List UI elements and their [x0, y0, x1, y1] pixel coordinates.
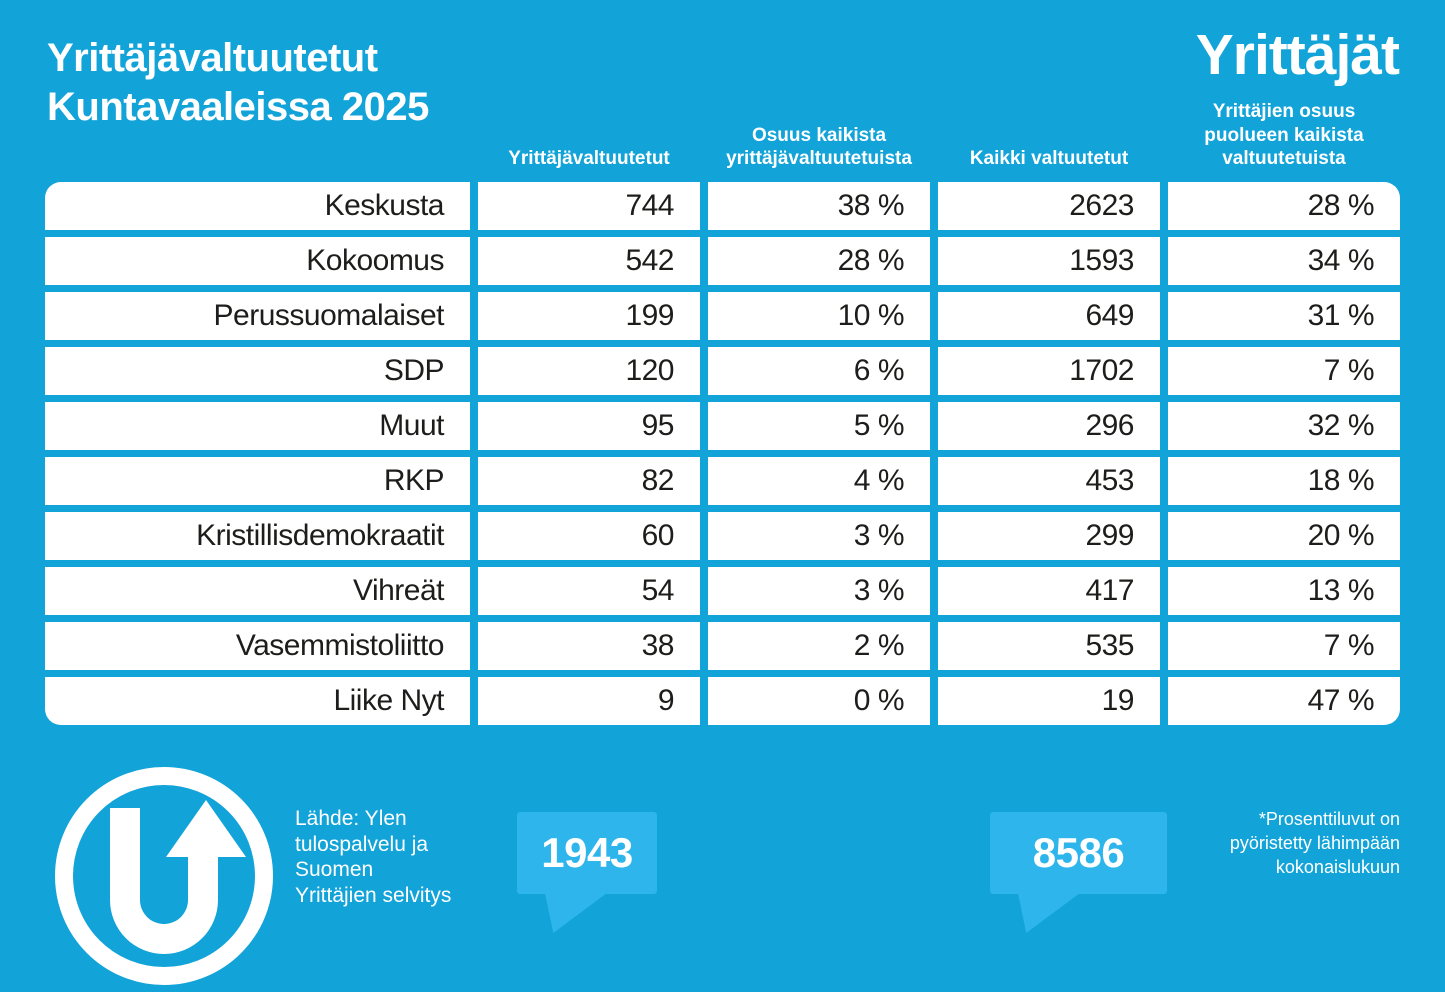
page-title-line2: Kuntavaaleissa 2025 — [47, 84, 429, 129]
cell-entrepreneur-councilors: 60 — [478, 511, 700, 560]
table-row: SDP 120 6 % 1702 7 % — [45, 346, 1400, 395]
source-line: Lähde: Ylen — [295, 807, 407, 830]
footnote-line: *Prosenttiluvut on — [1258, 809, 1400, 829]
column-header-share-of-entrepreneur-councilors: Osuus kaikista yrittäjävaltuutetuista — [726, 124, 912, 170]
cell-entrepreneur-councilors: 542 — [478, 236, 700, 285]
cell-party-share: 20 % — [1168, 511, 1400, 560]
total-all-councilors-bubble: 8586 — [990, 812, 1167, 933]
cell-entrepreneur-councilors: 744 — [478, 181, 700, 230]
total-entrepreneur-councilors-bubble: 1943 — [517, 812, 657, 933]
cell-all-councilors: 1702 — [938, 346, 1160, 395]
total-entrepreneur-councilors-value: 1943 — [541, 829, 633, 876]
data-table: Yrittäjävaltuutetut Osuus kaikista yritt… — [45, 100, 1400, 725]
table-body: Keskusta 744 38 % 2623 28 % Kokoomus 542… — [45, 181, 1400, 725]
cell-party-share: 32 % — [1168, 401, 1400, 450]
cell-party: RKP — [45, 456, 470, 505]
cell-all-councilors: 2623 — [938, 181, 1160, 230]
footnote-line: pyöristetty lähimpään — [1229, 832, 1400, 853]
footnote-line: kokonaislukuun — [1275, 856, 1400, 877]
cell-party-share: 34 % — [1168, 236, 1400, 285]
cell-share-of-entrepreneur-councilors: 4 % — [708, 456, 930, 505]
cell-all-councilors: 299 — [938, 511, 1160, 560]
cell-party: Vihreät — [45, 566, 470, 615]
table-row: Muut 95 5 % 296 32 % — [45, 401, 1400, 450]
cell-entrepreneur-councilors: 9 — [478, 676, 700, 725]
cell-party: Keskusta — [45, 181, 470, 230]
source-line: Yrittäjien selvitys — [295, 883, 452, 907]
cell-party: Kokoomus — [45, 236, 470, 285]
column-header-all-councilors: Kaikki valtuutetut — [969, 148, 1129, 170]
column-header-party-share: Yrittäjien osuus puolueen kaikista valtu… — [1204, 101, 1364, 170]
page-title: Yrittäjävaltuutetut Kuntavaaleissa 2025 — [47, 34, 429, 132]
cell-party: SDP — [45, 346, 470, 395]
table-row: Kristillisdemokraatit 60 3 % 299 20 % — [45, 511, 1400, 560]
cell-party-share: 7 % — [1168, 346, 1400, 395]
cell-entrepreneur-councilors: 38 — [478, 621, 700, 670]
cell-share-of-entrepreneur-councilors: 0 % — [708, 676, 930, 725]
cell-share-of-entrepreneur-councilors: 38 % — [708, 181, 930, 230]
cell-all-councilors: 535 — [938, 621, 1160, 670]
cell-all-councilors: 1593 — [938, 236, 1160, 285]
u-turn-arrow-logo-icon — [55, 767, 273, 985]
cell-share-of-entrepreneur-councilors: 28 % — [708, 236, 930, 285]
cell-all-councilors: 296 — [938, 401, 1160, 450]
cell-entrepreneur-councilors: 95 — [478, 401, 700, 450]
footnote: *Prosenttiluvut on pyöristetty lähimpään… — [1120, 808, 1400, 879]
speech-bubble-tail-icon — [1017, 893, 1080, 933]
cell-share-of-entrepreneur-councilors: 2 % — [708, 621, 930, 670]
cell-party: Muut — [45, 401, 470, 450]
table-row: RKP 82 4 % 453 18 % — [45, 456, 1400, 505]
total-all-councilors-value: 8586 — [1032, 829, 1125, 876]
cell-party: Vasemmistoliitto — [45, 621, 470, 670]
cell-entrepreneur-councilors: 82 — [478, 456, 700, 505]
cell-entrepreneur-councilors: 199 — [478, 291, 700, 340]
cell-party: Liike Nyt — [45, 676, 470, 725]
cell-share-of-entrepreneur-councilors: 10 % — [708, 291, 930, 340]
table-row: Keskusta 744 38 % 2623 28 % — [45, 181, 1400, 230]
table-row: Liike Nyt 9 0 % 19 47 % — [45, 676, 1400, 725]
cell-entrepreneur-councilors: 54 — [478, 566, 700, 615]
table-row: Perussuomalaiset 199 10 % 649 31 % — [45, 291, 1400, 340]
cell-party-share: 7 % — [1168, 621, 1400, 670]
cell-party-share: 28 % — [1168, 181, 1400, 230]
cell-share-of-entrepreneur-councilors: 3 % — [708, 566, 930, 615]
cell-party-share: 13 % — [1168, 566, 1400, 615]
cell-all-councilors: 649 — [938, 291, 1160, 340]
cell-share-of-entrepreneur-councilors: 5 % — [708, 401, 930, 450]
cell-all-councilors: 19 — [938, 676, 1160, 725]
table-header-row: Yrittäjävaltuutetut Osuus kaikista yritt… — [45, 100, 1400, 171]
cell-share-of-entrepreneur-councilors: 3 % — [708, 511, 930, 560]
speech-bubble-tail-icon — [544, 893, 607, 933]
cell-party: Kristillisdemokraatit — [45, 511, 470, 560]
table-row: Vasemmistoliitto 38 2 % 535 7 % — [45, 621, 1400, 670]
page-title-line1: Yrittäjävaltuutetut — [47, 36, 378, 80]
cell-entrepreneur-councilors: 120 — [478, 346, 700, 395]
source-line: tulospalvelu ja — [295, 832, 429, 856]
cell-party-share: 18 % — [1168, 456, 1400, 505]
column-header-entrepreneur-councilors: Yrittäjävaltuutetut — [508, 148, 670, 170]
source-line: Suomen — [295, 858, 374, 882]
cell-party-share: 31 % — [1168, 291, 1400, 340]
cell-party-share: 47 % — [1168, 676, 1400, 725]
cell-all-councilors: 453 — [938, 456, 1160, 505]
brand-wordmark: Yrittäjät — [1195, 23, 1400, 87]
table-row: Kokoomus 542 28 % 1593 34 % — [45, 236, 1400, 285]
source-text: Lähde: Ylen tulospalvelu ja Suomen Yritt… — [295, 806, 451, 908]
cell-party: Perussuomalaiset — [45, 291, 470, 340]
table-row: Vihreät 54 3 % 417 13 % — [45, 566, 1400, 615]
cell-share-of-entrepreneur-councilors: 6 % — [708, 346, 930, 395]
cell-all-councilors: 417 — [938, 566, 1160, 615]
